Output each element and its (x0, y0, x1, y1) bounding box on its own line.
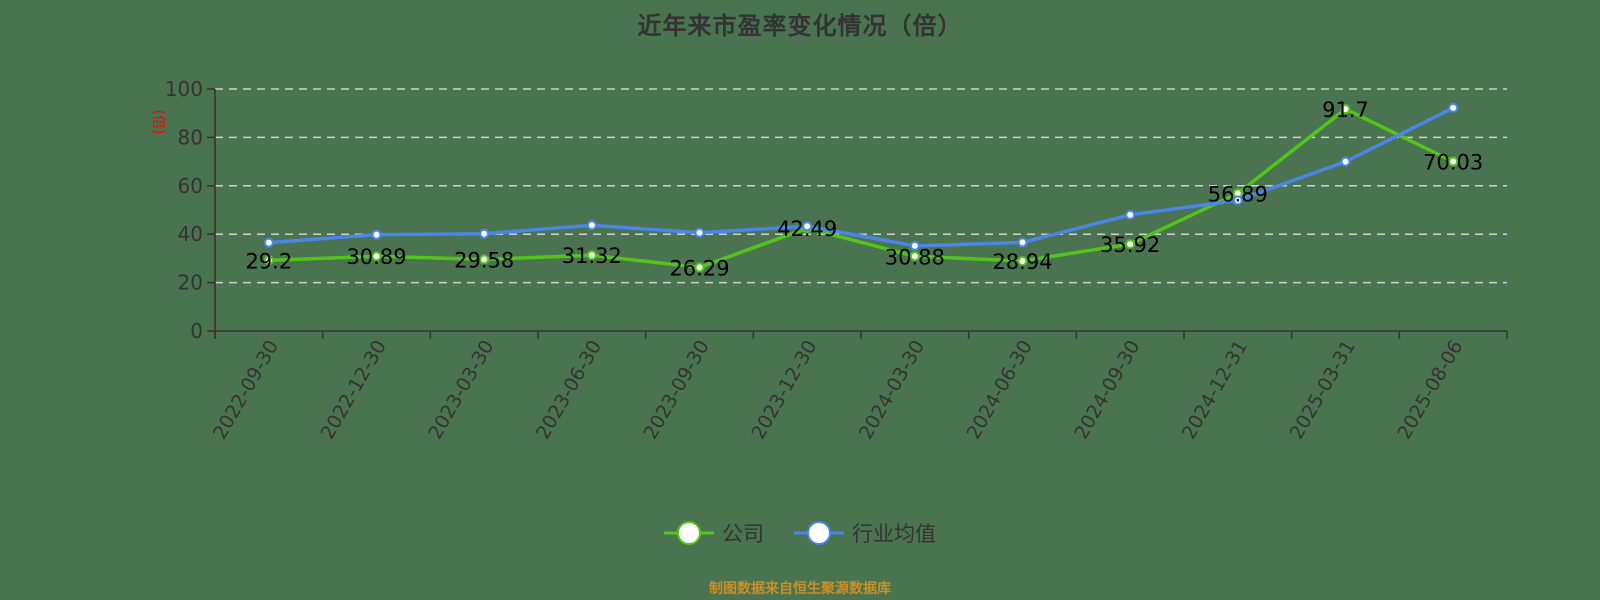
data-point[interactable] (263, 237, 274, 248)
legend-label-industry-avg: 行业均值 (852, 522, 936, 546)
industry-avg-line (268, 106, 1454, 248)
x-tick-label: 2023-03-30 (424, 336, 498, 443)
y-tick-label: 40 (178, 222, 203, 246)
data-label: 30.88 (885, 245, 945, 269)
data-point[interactable] (586, 220, 597, 231)
x-tick-label: 2022-12-30 (317, 337, 391, 444)
data-label: 29.58 (454, 248, 514, 272)
data-label: 56.89 (1208, 182, 1268, 206)
data-label: 91.7 (1322, 98, 1369, 122)
y-tick-label: 20 (178, 271, 203, 295)
series-lines (263, 102, 1459, 273)
data-point[interactable] (1125, 209, 1136, 220)
data-point[interactable] (1125, 239, 1136, 250)
y-tick-label: 60 (178, 174, 203, 198)
data-point[interactable] (909, 251, 920, 262)
data-point[interactable] (1340, 104, 1351, 115)
data-point[interactable] (371, 251, 382, 262)
y-tick-label: 100 (165, 77, 203, 101)
data-label: 30.89 (346, 245, 406, 269)
x-tick-label: 2025-03-31 (1286, 337, 1360, 444)
data-point[interactable] (1448, 102, 1459, 113)
y-axis-label: (倍) (150, 110, 166, 135)
data-label: 28.94 (992, 250, 1052, 274)
data-label: 31.32 (562, 244, 622, 268)
legend-item-company[interactable]: 公司 (664, 518, 764, 548)
data-point[interactable] (694, 262, 705, 273)
data-point[interactable] (586, 250, 597, 261)
legend-marker-industry-icon (794, 521, 844, 545)
x-tick-label: 2024-03-30 (855, 336, 929, 443)
y-tick-label: 80 (178, 125, 203, 149)
x-tick-label: 2024-09-30 (1070, 337, 1144, 444)
y-tick-label: 0 (190, 319, 203, 343)
data-label: 70.03 (1423, 151, 1483, 175)
data-point[interactable] (1448, 156, 1459, 167)
x-tick-label: 2022-09-30 (209, 337, 283, 444)
company-line (268, 107, 1454, 270)
data-labels: 29.2 30.89 29.58 31.32 26.29 42.49 30.88 28.94 3… (245, 98, 1483, 280)
data-point[interactable] (1340, 156, 1351, 167)
x-tick-label: 2025-08-06 (1393, 337, 1467, 444)
gridlines (215, 88, 1507, 284)
data-point[interactable] (479, 254, 490, 265)
data-point[interactable] (694, 227, 705, 238)
legend-label-company: 公司 (722, 522, 764, 546)
chart-title: 近年来市盈率变化情况（倍） (637, 12, 963, 40)
source-footer: 制图数据来自恒生聚源数据库 (709, 581, 891, 597)
data-point[interactable] (802, 221, 813, 232)
legend-item-industry-avg[interactable]: 行业均值 (794, 518, 936, 548)
data-label: 42.49 (777, 217, 837, 241)
data-point[interactable] (1017, 237, 1028, 248)
data-point[interactable] (371, 229, 382, 240)
data-point[interactable] (263, 255, 274, 266)
data-label: 26.29 (669, 256, 729, 280)
data-label: 29.2 (245, 249, 292, 273)
legend: 公司 行业均值 (0, 518, 1600, 548)
x-tick-label: 2023-09-30 (640, 337, 714, 444)
x-tick-label: 2024-06-30 (963, 337, 1037, 444)
data-label: 35.92 (1100, 233, 1160, 257)
x-tick-label: 2023-12-30 (747, 337, 821, 444)
data-point[interactable] (909, 240, 920, 251)
data-point[interactable] (1232, 195, 1243, 206)
data-point[interactable] (1017, 255, 1028, 266)
legend-marker-company-icon (664, 521, 714, 545)
x-tick-label: 2023-06-30 (532, 337, 606, 444)
x-tick-label: 2024-12-31 (1178, 337, 1252, 444)
data-point[interactable] (479, 228, 490, 239)
